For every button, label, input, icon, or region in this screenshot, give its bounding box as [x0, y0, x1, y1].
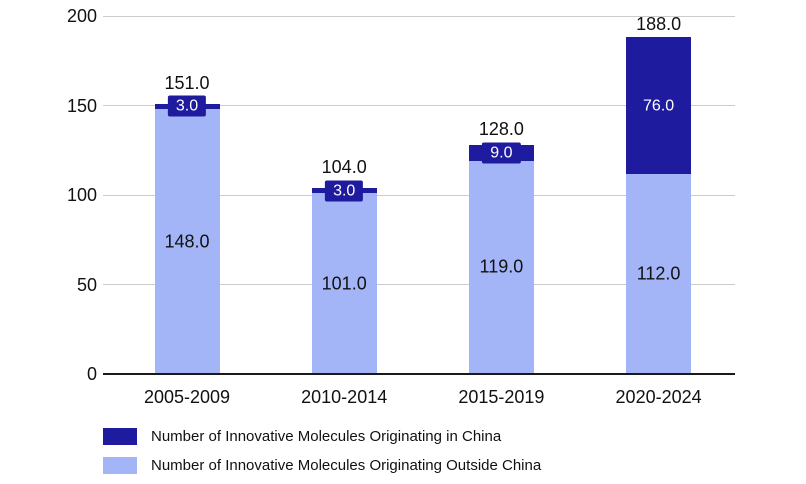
- bar-total-label: 128.0: [478, 119, 524, 140]
- legend-label-outside-china: Number of Innovative Molecules Originati…: [151, 457, 542, 474]
- legend-item-in-china: Number of Innovative Molecules Originati…: [103, 428, 541, 445]
- bar-segment-outside-china: [311, 193, 377, 374]
- bar-segment-outside-china: [626, 173, 692, 374]
- y-axis-tick-label: 100: [66, 185, 97, 205]
- x-axis-category-label: 2015-2019: [458, 387, 545, 407]
- legend: Number of Innovative Molecules Originati…: [103, 428, 541, 484]
- segment-value-label-in-china: 3.0: [167, 95, 207, 117]
- segment-value-label-in-china: 3.0: [325, 180, 364, 202]
- y-axis-tick-label: 200: [66, 6, 97, 26]
- segment-value-label-in-china: 76.0: [635, 95, 683, 116]
- x-axis-category-label: 2005-2009: [143, 387, 231, 407]
- y-axis-tick-label: 150: [66, 95, 97, 116]
- legend-swatch-in-china: [103, 428, 137, 445]
- x-axis-category-label: 2020-2024: [615, 387, 702, 407]
- segment-value-label-outside-china: 101.0: [321, 273, 367, 294]
- gridline-200: [103, 15, 735, 17]
- x-axis-category-label: 2010-2014: [301, 387, 388, 407]
- gridline-50: [103, 284, 735, 285]
- bar-total-label: 151.0: [164, 72, 210, 93]
- segment-value-label-in-china: 9.0: [482, 142, 521, 164]
- x-axis-line: [103, 373, 735, 375]
- gridline-150: [103, 105, 735, 106]
- bar-segment-outside-china: [468, 160, 534, 374]
- bar-segment-outside-china: [154, 109, 220, 374]
- y-axis-tick-label: 50: [76, 274, 97, 295]
- segment-value-label-outside-china: 148.0: [164, 231, 210, 252]
- bar-total-label: 104.0: [321, 157, 367, 178]
- segment-value-label-outside-china: 112.0: [636, 263, 681, 284]
- legend-swatch-outside-china: [103, 457, 137, 474]
- legend-label-in-china: Number of Innovative Molecules Originati…: [151, 428, 502, 445]
- legend-item-outside-china: Number of Innovative Molecules Originati…: [103, 457, 541, 474]
- segment-value-label-outside-china: 119.0: [479, 256, 524, 277]
- gridline-100: [103, 194, 735, 196]
- bar-total-label: 188.0: [636, 14, 682, 35]
- y-axis-tick-label: 0: [86, 364, 97, 384]
